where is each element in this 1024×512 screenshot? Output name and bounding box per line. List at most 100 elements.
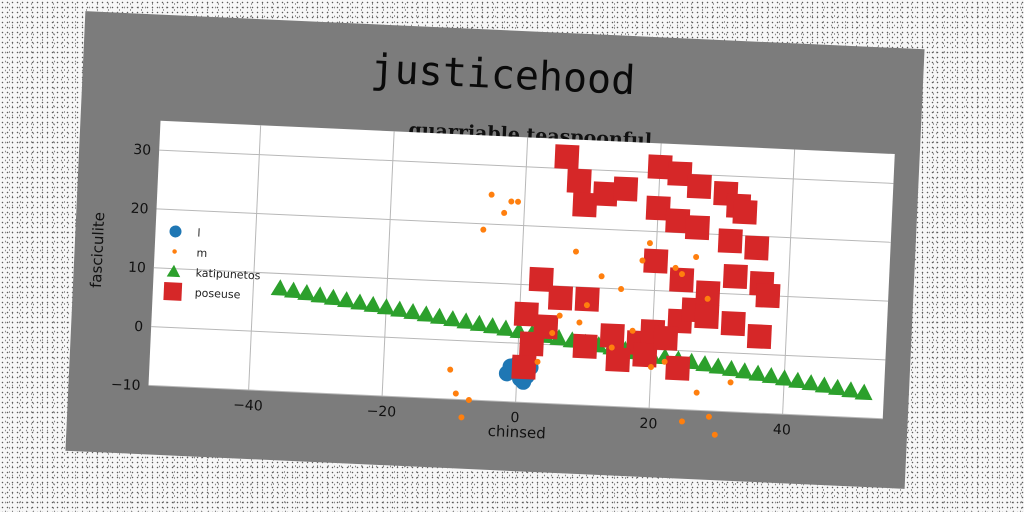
point-katipunetos	[166, 264, 181, 278]
legend-item-katipunetos: katipunetos	[166, 264, 261, 282]
point-poseuse	[665, 355, 691, 381]
legend-label: katipunetos	[195, 266, 261, 282]
point-katipunetos	[376, 298, 395, 315]
point-katipunetos	[310, 286, 329, 303]
y-grid-line	[151, 326, 886, 361]
point-katipunetos	[443, 310, 462, 327]
x-tick-label: 0	[510, 410, 520, 426]
point-katipunetos	[748, 364, 767, 382]
point-m	[556, 312, 563, 319]
point-katipunetos	[270, 279, 289, 296]
y-tick-label: −10	[111, 377, 141, 394]
point-m	[629, 327, 636, 334]
point-poseuse	[519, 331, 545, 357]
point-m	[501, 209, 508, 216]
point-katipunetos	[363, 295, 382, 313]
point-m	[647, 363, 654, 370]
point-katipunetos	[828, 378, 846, 396]
point-m	[693, 389, 700, 396]
point-katipunetos	[283, 281, 302, 299]
point-m	[576, 319, 583, 326]
point-katipunetos	[735, 362, 754, 379]
y-tick-label: 20	[130, 201, 149, 218]
chart-legend: lm katipunetos poseuse	[163, 225, 261, 301]
point-poseuse	[547, 285, 574, 311]
point-poseuse	[574, 286, 600, 312]
point-katipunetos	[774, 369, 793, 386]
point-poseuse	[667, 161, 693, 187]
x-grid-line	[381, 131, 395, 397]
point-katipunetos	[854, 383, 873, 401]
point-poseuse	[572, 333, 598, 359]
point-poseuse	[653, 325, 679, 351]
legend-label: m	[196, 246, 207, 259]
point-m	[678, 271, 685, 278]
point-poseuse	[599, 323, 625, 349]
point-poseuse	[720, 311, 746, 337]
point-m	[598, 273, 605, 280]
x-tick-label: −40	[233, 397, 263, 414]
point-poseuse	[511, 354, 537, 380]
figure-panel: justicehood quarriable teaspoonful −40 −2…	[65, 11, 925, 489]
point-m	[534, 358, 541, 365]
point-katipunetos	[549, 329, 568, 346]
series-poseuse	[511, 144, 781, 381]
point-katipunetos	[788, 371, 807, 389]
point-m	[515, 198, 522, 205]
point-poseuse	[572, 192, 598, 218]
point-katipunetos	[390, 300, 409, 318]
point-m	[172, 249, 177, 254]
point-m	[480, 226, 487, 233]
point-poseuse	[647, 154, 673, 180]
point-m	[705, 413, 712, 420]
point-m	[452, 390, 459, 397]
point-poseuse	[513, 301, 539, 327]
point-m	[704, 295, 711, 302]
point-katipunetos	[841, 381, 860, 398]
point-m	[618, 285, 625, 292]
point-m	[661, 358, 668, 365]
point-poseuse	[717, 228, 743, 254]
point-m	[646, 240, 653, 247]
legend-label: poseuse	[194, 286, 240, 301]
point-katipunetos	[350, 293, 369, 311]
y-tick-label: 10	[128, 260, 147, 277]
x-tick-label: 40	[773, 422, 792, 439]
point-m	[711, 431, 718, 438]
point-poseuse	[669, 267, 695, 293]
point-poseuse	[528, 266, 554, 292]
point-katipunetos	[456, 312, 475, 330]
legend-item-l: l	[169, 225, 201, 240]
point-katipunetos	[761, 366, 780, 384]
point-m	[672, 264, 679, 271]
point-poseuse	[686, 173, 712, 199]
point-katipunetos	[496, 319, 515, 337]
point-poseuse	[592, 181, 618, 207]
point-poseuse	[566, 168, 592, 194]
point-poseuse	[643, 248, 669, 274]
point-poseuse	[684, 215, 710, 241]
point-katipunetos	[403, 302, 422, 320]
point-katipunetos	[708, 357, 727, 375]
point-poseuse	[645, 195, 671, 221]
point-m	[465, 396, 472, 403]
point-katipunetos	[429, 307, 448, 325]
point-katipunetos	[297, 283, 316, 301]
point-katipunetos	[482, 317, 501, 334]
point-poseuse	[722, 263, 748, 290]
point-m	[488, 191, 495, 198]
x-tick-label: 20	[639, 416, 658, 433]
point-katipunetos	[323, 288, 342, 306]
point-katipunetos	[416, 305, 435, 322]
point-m	[458, 414, 465, 421]
x-tick-label: −20	[366, 403, 396, 420]
point-m	[678, 418, 685, 425]
point-m	[447, 366, 454, 373]
legend-item-poseuse: poseuse	[163, 282, 241, 301]
legend-item-m: m	[172, 246, 208, 260]
y-tick-label: 0	[134, 319, 144, 335]
scatter-chart: justicehood quarriable teaspoonful −40 −2…	[87, 46, 895, 442]
point-katipunetos	[337, 291, 356, 308]
point-poseuse	[694, 303, 720, 329]
point-poseuse	[554, 144, 580, 170]
